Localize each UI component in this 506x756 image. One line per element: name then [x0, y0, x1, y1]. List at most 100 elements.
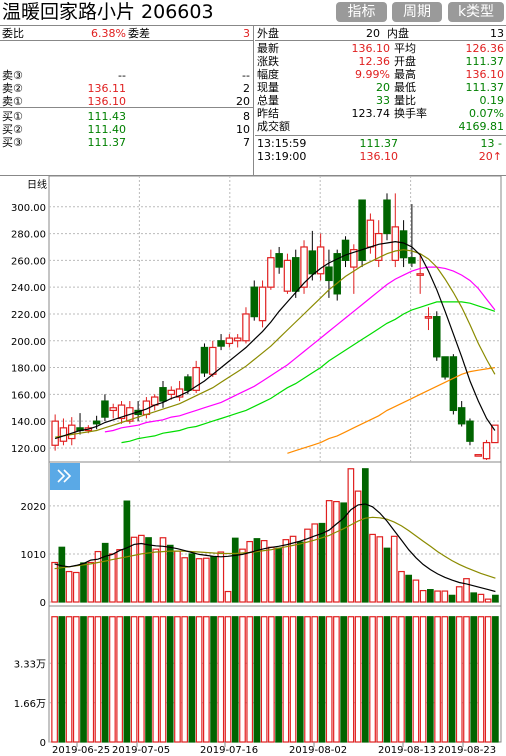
kline-chart[interactable]: 日线 300.00 280.00 260.00 240.00 220.00 200.00 18…	[0, 176, 506, 756]
volume-bar	[427, 589, 434, 603]
volume-bar	[72, 571, 80, 603]
volume-bar	[419, 589, 427, 603]
double-chevron-right-icon	[57, 469, 72, 483]
candle	[308, 250, 317, 275]
wai-pan-label: 外盘	[257, 27, 279, 40]
volume-bar	[210, 556, 217, 603]
k-type-button[interactable]: k类型	[448, 2, 504, 22]
volume-bar	[159, 537, 167, 603]
candle	[225, 337, 234, 345]
stat-label: 最新	[257, 42, 279, 55]
order-level-label: 卖③	[2, 69, 23, 82]
wei-bi-value: 6.38%	[91, 27, 126, 40]
ma20-line	[104, 266, 496, 433]
stat-label: 平均	[394, 42, 416, 55]
candle	[316, 246, 325, 275]
candle	[51, 420, 59, 446]
candle	[258, 286, 267, 322]
volume-bar	[94, 550, 102, 603]
amount-bar	[130, 616, 138, 743]
candle	[267, 257, 275, 288]
volume-tick-label: 1010	[21, 550, 46, 561]
amount-bar	[101, 616, 109, 743]
volume-bar	[123, 500, 131, 603]
order-level-price: --	[118, 69, 126, 82]
volume-bar	[282, 539, 290, 603]
volume-tick-label: 0	[40, 598, 46, 609]
turnover-value: 4169.81	[458, 120, 505, 133]
volume-bar	[369, 533, 376, 603]
turnover-label: 成交额	[257, 120, 290, 133]
volume-bar	[152, 548, 160, 603]
period-button[interactable]: 周期	[392, 2, 442, 22]
volume-bar	[174, 550, 181, 603]
candle	[192, 366, 200, 391]
amount-bar	[296, 616, 304, 743]
trade-price: 136.10	[359, 150, 399, 163]
order-level-volume: 10	[236, 123, 250, 136]
candle	[209, 346, 217, 375]
amount-bar	[51, 616, 58, 743]
order-level-label: 买③	[2, 136, 23, 149]
divider	[0, 40, 253, 41]
amount-bar	[137, 616, 145, 743]
volume-bar	[87, 561, 95, 603]
amount-bar	[80, 616, 87, 743]
candle	[408, 257, 416, 264]
stat-label: 最高	[394, 68, 416, 81]
amount-bar	[94, 616, 102, 743]
amount-bar	[463, 616, 470, 743]
page-title: 温暖回家路小片 206603	[2, 1, 214, 23]
candle	[491, 424, 499, 444]
order-level-volume: 8	[243, 110, 250, 123]
x-axis-date-label: 2019-07-16	[200, 745, 258, 756]
order-level-label: 卖①	[2, 95, 23, 108]
amount-bar	[275, 616, 282, 743]
volume-bar	[477, 593, 485, 603]
stat-value: 136.10	[465, 68, 505, 81]
x-axis-date-label: 2019-08-23	[438, 745, 496, 756]
volume-bar	[166, 544, 174, 603]
y-tick-label: 120.00	[11, 444, 46, 455]
collapse-toggle-button[interactable]	[50, 463, 80, 490]
volume-bar	[398, 570, 405, 603]
order-level-volume: 20	[236, 95, 250, 108]
candle	[350, 249, 358, 268]
candle	[109, 407, 117, 412]
amount-bar	[268, 616, 275, 743]
indicator-button[interactable]: 指标	[336, 2, 387, 22]
amount-bar	[123, 616, 131, 743]
amount-bar	[260, 616, 268, 743]
amount-bar	[477, 616, 485, 743]
ma10-line	[55, 249, 496, 438]
amount-tick-label: 3.33万	[14, 659, 46, 670]
amount-bar	[145, 616, 152, 743]
amount-bar	[383, 616, 391, 743]
volume-bar	[383, 547, 391, 603]
candle	[441, 356, 449, 378]
candle	[200, 346, 209, 374]
volume-bar	[130, 536, 138, 603]
stat-value: 123.74	[351, 107, 391, 120]
volume-bar	[361, 468, 369, 603]
divider	[0, 107, 253, 108]
amount-bar	[188, 616, 196, 743]
volume-bar	[231, 537, 239, 603]
amount-tick-label: 1.66万	[14, 699, 46, 710]
volume-bar	[253, 538, 261, 603]
trade-volume: 20↑	[478, 150, 502, 163]
volume-bar	[58, 546, 66, 603]
amount-bar	[470, 616, 478, 743]
candle	[300, 246, 308, 288]
volume-bar	[376, 536, 384, 603]
amount-bar	[224, 616, 232, 743]
amount-bar	[58, 616, 66, 743]
amount-bar	[419, 616, 427, 743]
nei-pan-value: 13	[490, 27, 504, 40]
order-level-price: 111.40	[87, 123, 127, 136]
candle	[482, 441, 491, 460]
candle	[101, 400, 109, 418]
volume-bar	[484, 598, 492, 603]
amount-bar	[152, 616, 160, 743]
candle	[283, 259, 292, 292]
